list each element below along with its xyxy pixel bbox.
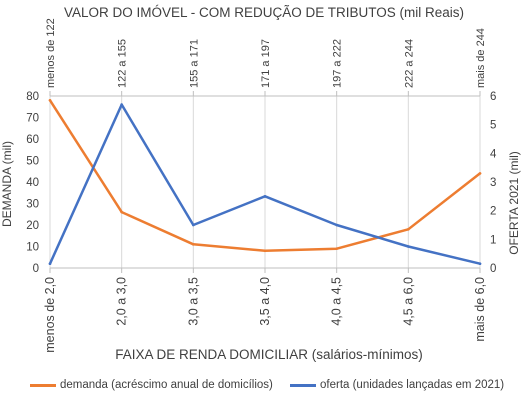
x-tick-label-0: menos de 2,0 — [43, 277, 57, 353]
y-left-tick-label-2: 20 — [26, 220, 39, 232]
data-point-oferta-2 — [192, 223, 195, 227]
data-point-demanda-3 — [263, 249, 267, 253]
x-tick-label-1: 2,0 a 3,0 — [115, 277, 129, 326]
x-tick-label-4: 4,0 a 4,5 — [330, 277, 344, 326]
x-top-tick-label-6: mais de 244 — [475, 28, 487, 88]
y-left-tick-label-1: 10 — [26, 242, 39, 254]
data-point-demanda-1 — [120, 210, 123, 214]
legend: demanda (acréscimo anual de domicílios) … — [0, 376, 528, 394]
x-top-tick-label-0: menos de 122 — [45, 18, 57, 88]
y-left-tick-label-4: 40 — [26, 177, 39, 189]
y-right-tick-label-4: 4 — [490, 148, 497, 160]
x-top-tick-label-3: 171 a 197 — [260, 39, 272, 88]
axes: menos de 2,0 2,0 a 3,0 3,0 a 3,5 3,5 a 4,0 4… — [26, 18, 497, 352]
y-right-tick-label-6: 6 — [490, 91, 496, 103]
data-point-oferta-1 — [120, 103, 123, 106]
data-point-demanda-6 — [478, 172, 482, 175]
series — [48, 99, 482, 266]
y-right-tick-label-2: 2 — [490, 206, 496, 218]
x-top-tick-label-1: 122 a 155 — [117, 39, 129, 88]
y-right-tick-label-1: 1 — [490, 234, 496, 246]
legend-label-oferta: oferta (unidades lançadas em 2021) — [320, 379, 505, 391]
y-right-tick-label-5: 5 — [490, 120, 496, 132]
legend-swatch-oferta — [290, 383, 316, 387]
x-tick-label-5: 4,5 a 6,0 — [401, 277, 415, 326]
data-point-oferta-0 — [48, 262, 52, 266]
data-point-demanda-5 — [407, 228, 410, 231]
legend-item-oferta: oferta (unidades lançadas em 2021) — [290, 376, 504, 394]
data-point-oferta-5 — [407, 245, 410, 248]
data-point-oferta-6 — [478, 262, 482, 266]
data-point-oferta-3 — [263, 195, 267, 198]
data-point-demanda-4 — [335, 247, 338, 250]
y-axis-label-right: OFERTA 2021 (mil) — [507, 151, 521, 255]
y-left-tick-label-5: 50 — [26, 156, 39, 168]
y-left-tick-label-8: 80 — [26, 91, 39, 103]
data-point-oferta-4 — [335, 223, 338, 227]
legend-item-demanda: demanda (acréscimo anual de domicílios) — [30, 376, 273, 394]
data-point-demanda-0 — [48, 99, 52, 102]
x-tick-label-6: mais de 6,0 — [473, 277, 487, 342]
data-point-demanda-2 — [192, 243, 195, 246]
x-top-tick-label-2: 155 a 171 — [188, 39, 200, 88]
grid — [49, 96, 481, 268]
x-tick-label-3: 3,5 a 4,0 — [258, 277, 272, 326]
x-top-tick-label-5: 222 a 244 — [403, 39, 415, 88]
y-right-tick-label-3: 3 — [490, 177, 496, 189]
chart-title: VALOR DO IMÓVEL - COM REDUÇÃO DE TRIBUTO… — [64, 5, 464, 20]
y-axis-label-left: DEMANDA (mil) — [0, 141, 14, 227]
x-top-tick-label-4: 197 a 222 — [332, 39, 344, 88]
legend-swatch-demanda — [30, 383, 56, 387]
legend-label-demanda: demanda (acréscimo anual de domicílios) — [60, 379, 273, 391]
y-right-tick-label-0: 0 — [490, 263, 496, 275]
y-left-tick-label-6: 60 — [26, 134, 39, 146]
x-axis-label: FAIXA DE RENDA DOMICILIAR (salários-míni… — [115, 347, 423, 362]
y-left-tick-label-3: 30 — [26, 199, 39, 211]
y-left-tick-label-7: 70 — [26, 113, 39, 125]
x-tick-label-2: 3,0 a 3,5 — [186, 277, 200, 326]
y-left-tick-label-0: 0 — [33, 263, 39, 275]
